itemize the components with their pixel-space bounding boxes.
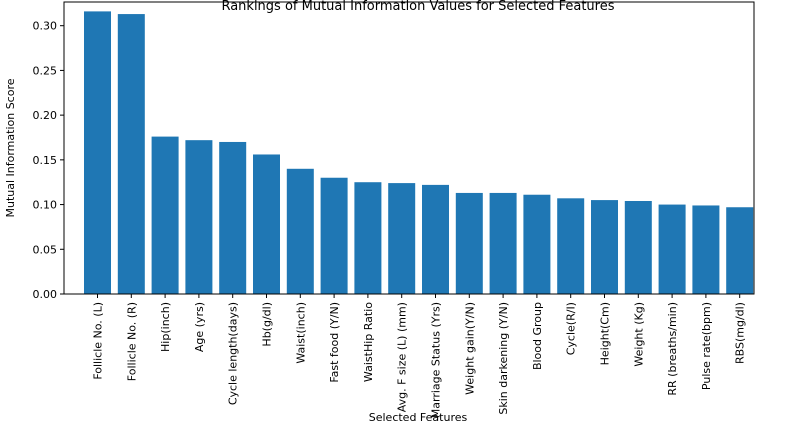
bar bbox=[151, 136, 179, 294]
x-tick-label: Follicle No. (R) bbox=[125, 302, 138, 381]
x-tick-label: Follicle No. (L) bbox=[92, 302, 105, 380]
x-axis-label: Selected Features bbox=[369, 411, 468, 424]
bar bbox=[658, 204, 686, 294]
bar bbox=[253, 154, 280, 294]
x-tick-label: Height(Cm) bbox=[599, 302, 612, 365]
bar bbox=[523, 194, 551, 294]
bar bbox=[624, 200, 652, 294]
x-tick-label: Avg. F size (L) (mm) bbox=[396, 302, 409, 412]
x-axis: Follicle No. (L) Follicle No. (R) Hip(inch… bbox=[92, 294, 747, 418]
x-tick-label: Blood Group bbox=[531, 302, 544, 370]
x-tick-label: WaistHip Ratio bbox=[362, 302, 375, 382]
y-tick-label: 0.15 bbox=[33, 154, 58, 167]
bar bbox=[591, 200, 618, 294]
bar bbox=[219, 141, 247, 294]
x-tick-label: Hip(inch) bbox=[159, 302, 172, 352]
x-tick-label: Skin darkening (Y/N) bbox=[497, 302, 510, 415]
y-tick-label: 0.10 bbox=[33, 199, 58, 212]
bar bbox=[354, 182, 382, 294]
x-tick-label: RR (breaths/min) bbox=[666, 302, 679, 396]
x-tick-label: RBS(mg/dl) bbox=[734, 302, 747, 364]
bar bbox=[286, 168, 314, 294]
x-tick-label: Weight gain(Y/N) bbox=[463, 302, 476, 395]
x-tick-label: Pulse rate(bpm) bbox=[700, 302, 713, 390]
bar bbox=[117, 14, 145, 294]
x-tick-label: Fast food (Y/N) bbox=[328, 302, 341, 383]
bar bbox=[557, 198, 585, 294]
x-tick-label: Cycle(R/I) bbox=[565, 302, 578, 355]
chart-title: Rankings of Mutual Information Values fo… bbox=[221, 0, 614, 14]
x-tick-label: Weight (Kg) bbox=[632, 302, 645, 367]
y-tick-label: 0.20 bbox=[33, 109, 58, 122]
bar bbox=[692, 205, 720, 294]
y-axis-label: Mutual Information Score bbox=[4, 78, 17, 217]
y-tick-label: 0.30 bbox=[33, 20, 58, 33]
plot-frame bbox=[63, 1, 755, 295]
y-tick-label: 0.25 bbox=[33, 64, 58, 77]
x-tick-label: Waist(inch) bbox=[294, 302, 307, 364]
y-axis: 0.00 0.05 0.10 0.15 0.20 0.25 0.30 bbox=[33, 20, 64, 301]
y-tick-label: 0.00 bbox=[33, 288, 58, 301]
x-tick-label: Marriage Status (Yrs) bbox=[430, 302, 443, 418]
bar bbox=[726, 207, 754, 294]
bars-group bbox=[84, 11, 754, 294]
y-tick-label: 0.05 bbox=[33, 243, 58, 256]
bar bbox=[388, 183, 416, 294]
bar bbox=[489, 192, 517, 294]
x-tick-label: Cycle length(days) bbox=[227, 302, 240, 405]
x-tick-label: Age (yrs) bbox=[193, 302, 206, 352]
bar bbox=[84, 11, 111, 294]
bar bbox=[422, 184, 449, 294]
x-tick-label: Hb(g/dl) bbox=[261, 302, 274, 347]
bar bbox=[185, 140, 213, 294]
bar bbox=[320, 177, 348, 294]
bar bbox=[455, 192, 483, 294]
